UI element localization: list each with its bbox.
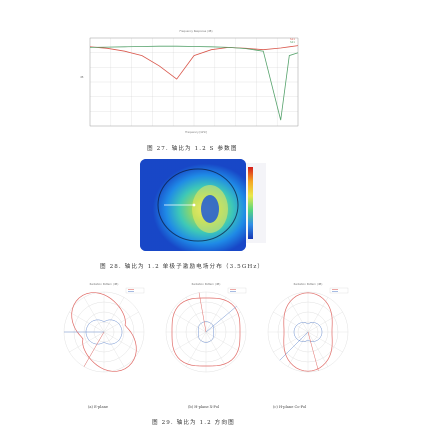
polar-plot-1: Radiation Pattern (dB) (63, 282, 145, 373)
polar-spoke (287, 297, 309, 333)
polar-spoke (103, 331, 139, 353)
s-parameter-chart (89, 37, 299, 127)
polar-spoke (287, 331, 309, 367)
pattern-co-pol (71, 292, 137, 372)
polar-spoke (307, 331, 329, 367)
polar-spoke (205, 311, 241, 333)
polar-spoke (205, 297, 227, 333)
polar-spoke (307, 297, 329, 333)
radiation-patterns: Radiation Pattern (dB) Radiation Pattern … (63, 282, 349, 373)
chart-title: Frequency Response (dB) (179, 30, 213, 33)
polar-spoke (103, 311, 139, 333)
beam-direction-line (307, 331, 319, 371)
polar-spoke (273, 331, 309, 353)
plot-frame (89, 37, 299, 127)
panel-b-label: (b) H-plane X-Pol (188, 405, 220, 409)
polar-plot-2: Radiation Pattern (dB) (165, 282, 247, 373)
polar-spoke (185, 297, 207, 333)
y-axis-label: dB (80, 76, 84, 79)
figure-28-caption: 图 28. 轴比为 1.2 单极子激励电场分布（3.5GHz） (100, 264, 265, 270)
polar-spoke (171, 331, 207, 353)
beam-direction-line (198, 292, 207, 333)
x-axis-label: Frequency [GHz] (185, 131, 207, 134)
figure-29: Radiation Pattern (dB) Radiation Pattern … (56, 280, 366, 400)
polar-title: Radiation Pattern (dB) (294, 282, 323, 286)
pattern-co-pol (171, 297, 241, 367)
pattern-cross-pol (85, 319, 123, 345)
polar-plot-3: Radiation Pattern (dB) (267, 282, 349, 373)
panel-c-label: (c) H-plane Co-Pol (273, 405, 307, 409)
figure-28 (140, 159, 266, 251)
polar-spoke (205, 331, 227, 367)
beam-direction-line (205, 306, 237, 333)
series-line-s11 (89, 45, 299, 80)
legend: S11 S21 (290, 38, 295, 44)
series-line-s21 (89, 45, 299, 121)
polar-spoke (69, 331, 105, 353)
colorbar (248, 167, 253, 239)
polar-spoke (273, 311, 309, 333)
polar-title: Radiation Pattern (dB) (90, 282, 119, 286)
pattern-co-pol (283, 292, 333, 372)
polar-legend (125, 287, 145, 294)
beam-direction-line (279, 331, 309, 361)
polar-spoke (205, 331, 241, 353)
polar-spoke (83, 297, 105, 333)
figure-27: Frequency Response (dB) Frequency [GHz] … (80, 30, 312, 138)
polar-spoke (185, 331, 207, 367)
pattern-cross-pol (197, 321, 215, 343)
polar-legend (329, 287, 349, 294)
figure-29-caption: 图 29. 轴比为 1.2 方向图 (152, 420, 235, 426)
field-distribution-image (140, 159, 266, 251)
polar-title: Radiation Pattern (dB) (192, 282, 221, 286)
beam-direction-line (83, 331, 105, 367)
pattern-cross-pol (293, 322, 323, 342)
polar-spoke (307, 311, 343, 333)
polar-spoke (171, 311, 207, 333)
polar-spoke (103, 331, 125, 367)
panel-a-label: (a) E-plane (88, 405, 109, 409)
figure-27-caption: 图 27. 轴比为 1.2 S 参数图 (147, 146, 238, 152)
legend-s21: S21 (290, 41, 295, 44)
polar-spoke (103, 297, 125, 333)
legend-s11: S11 (290, 38, 295, 41)
polar-spoke (307, 331, 343, 353)
polar-legend (227, 287, 247, 294)
polar-spoke (69, 311, 105, 333)
